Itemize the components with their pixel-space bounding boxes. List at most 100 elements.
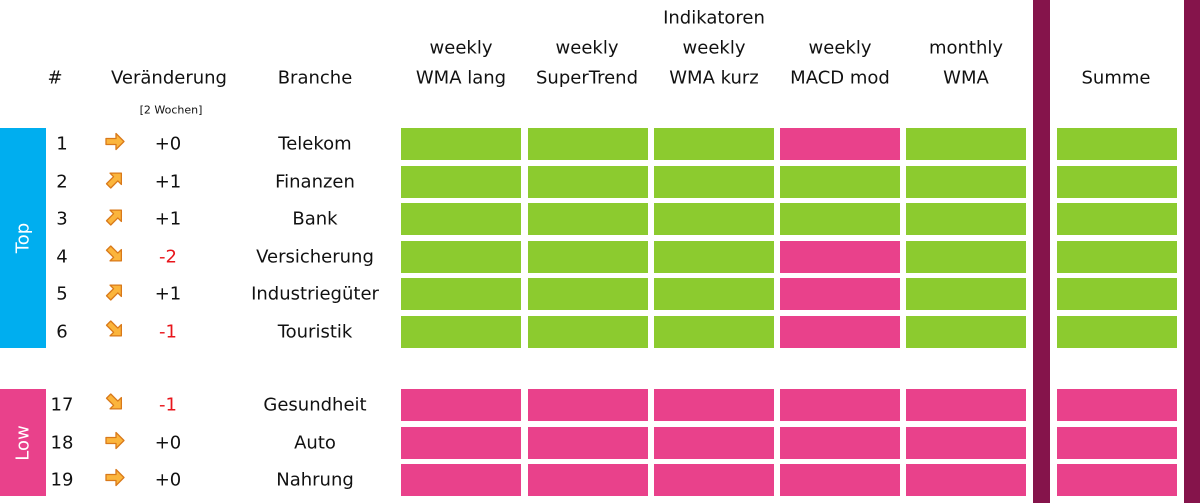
- sector: Nahrung: [276, 469, 354, 491]
- signal-cell: [654, 464, 774, 496]
- signal-cell: [401, 240, 521, 273]
- signal-cell: [1057, 315, 1177, 348]
- signal-cell: [528, 426, 648, 459]
- signal-cell: [1057, 165, 1177, 198]
- signal-cell: [528, 128, 648, 160]
- signal-cell: [654, 278, 774, 310]
- signal-cell: [906, 389, 1026, 421]
- signal-cell: [906, 240, 1026, 273]
- header-indicator: weekly: [682, 37, 746, 59]
- header-indicator: WMA kurz: [669, 67, 759, 89]
- change: +0: [154, 432, 182, 453]
- group-label-text: Low: [12, 424, 34, 461]
- arrow-icon: [105, 319, 123, 337]
- rank: 6: [56, 321, 68, 342]
- divider: [1033, 0, 1050, 503]
- signal-cell: [401, 278, 521, 310]
- signal-cell: [906, 315, 1026, 348]
- arrow-icon: [105, 284, 123, 301]
- signal-cell: [528, 278, 648, 310]
- sector: Versicherung: [256, 246, 374, 267]
- trend-arrow: [104, 206, 126, 233]
- trend-arrow: [104, 318, 126, 345]
- signal-cell: [654, 203, 774, 235]
- header-group: Indikatoren: [663, 7, 765, 29]
- rank: 19: [50, 469, 74, 491]
- signal-cell: [780, 464, 900, 496]
- arrow-icon: [105, 171, 123, 189]
- trend-arrow: [104, 281, 126, 308]
- sector: Gesundheit: [263, 394, 367, 416]
- change: +0: [154, 133, 182, 155]
- signal-cell: [780, 165, 900, 198]
- signal-cell: [654, 128, 774, 160]
- trend-arrow: [104, 168, 126, 195]
- header-indicator: MACD mod: [790, 67, 890, 89]
- signal-cell: [1057, 203, 1177, 235]
- header-indicator: WMA lang: [415, 67, 507, 89]
- signal-cell: [906, 464, 1026, 496]
- change: +1: [154, 171, 182, 192]
- trend-arrow: [104, 131, 126, 158]
- divider: [1184, 0, 1200, 503]
- arrow-icon: [105, 132, 125, 151]
- change: -1: [159, 394, 177, 416]
- signal-cell: [654, 240, 774, 273]
- signal-cell: [780, 128, 900, 160]
- header-note: [2 Wochen]: [139, 103, 203, 117]
- trend-arrow: [104, 429, 126, 456]
- signal-cell: [528, 464, 648, 496]
- signal-cell: [401, 464, 521, 496]
- signal-cell: [1057, 426, 1177, 459]
- signal-cell: [906, 203, 1026, 235]
- change: -2: [159, 246, 177, 267]
- rank: 17: [50, 394, 74, 416]
- sector: Finanzen: [275, 171, 355, 192]
- signal-cell: [654, 315, 774, 348]
- trend-arrow: [104, 243, 126, 270]
- signal-cell: [780, 278, 900, 310]
- signal-cell: [906, 278, 1026, 310]
- rank: 4: [56, 246, 68, 267]
- signal-cell: [1057, 278, 1177, 310]
- signal-cell: [1057, 389, 1177, 421]
- signal-cell: [1057, 128, 1177, 160]
- arrow-icon: [105, 393, 123, 410]
- signal-cell: [528, 315, 648, 348]
- header-number: #: [47, 67, 63, 89]
- signal-cell: [528, 165, 648, 198]
- header-indicator: weekly: [555, 37, 619, 59]
- sector: Bank: [292, 208, 338, 230]
- signal-cell: [528, 240, 648, 273]
- signal-cell: [654, 389, 774, 421]
- signal-cell: [401, 203, 521, 235]
- signal-cell: [401, 165, 521, 198]
- change: +1: [154, 283, 182, 305]
- header-indicator: SuperTrend: [536, 67, 638, 89]
- change: -1: [159, 321, 177, 342]
- signal-cell: [780, 426, 900, 459]
- signal-cell: [401, 128, 521, 160]
- header-sum: Summe: [1081, 67, 1151, 89]
- sector: Auto: [294, 432, 336, 453]
- signal-cell: [401, 389, 521, 421]
- change: +0: [154, 469, 182, 491]
- signal-cell: [780, 389, 900, 421]
- change: +1: [154, 208, 182, 230]
- signal-cell: [654, 165, 774, 198]
- trend-arrow: [104, 467, 126, 494]
- signal-cell: [780, 203, 900, 235]
- header-sector: Branche: [277, 67, 353, 89]
- header-change: Veränderung: [111, 67, 227, 89]
- signal-cell: [906, 426, 1026, 459]
- signal-cell: [528, 389, 648, 421]
- sector: Industriegüter: [251, 283, 379, 305]
- sector: Touristik: [277, 321, 353, 342]
- arrow-icon: [105, 468, 125, 487]
- sector: Telekom: [278, 133, 352, 155]
- header-indicator: WMA: [943, 67, 989, 89]
- group-label: Top: [0, 128, 46, 348]
- signal-cell: [906, 128, 1026, 160]
- signal-cell: [1057, 464, 1177, 496]
